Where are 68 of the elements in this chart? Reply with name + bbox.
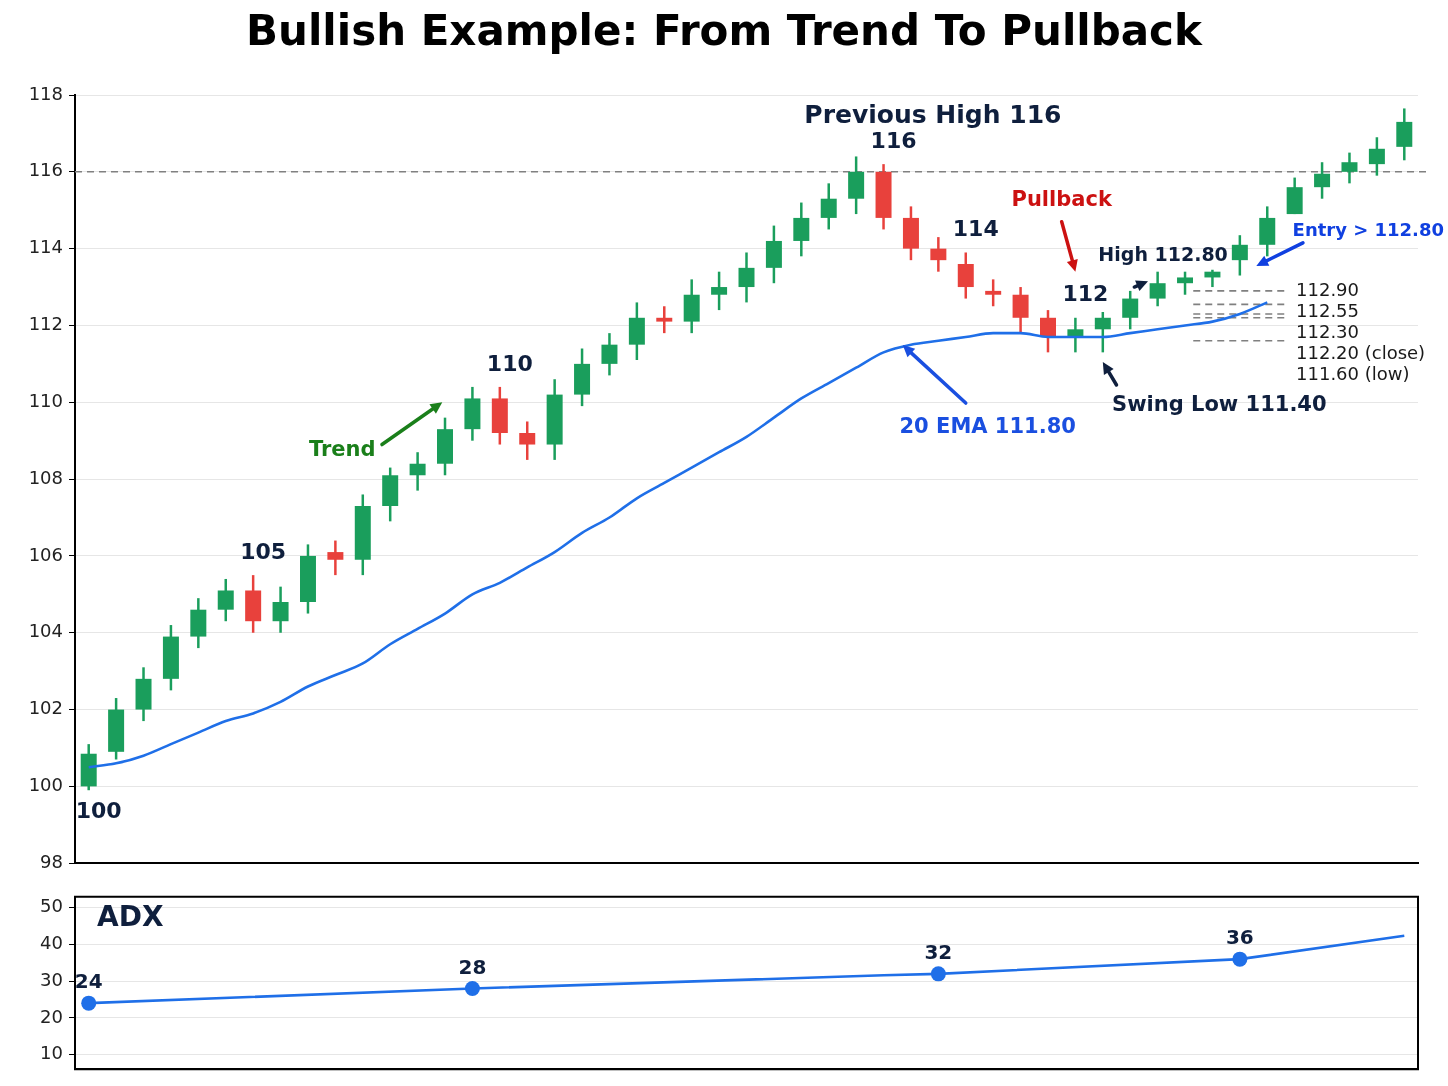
annotation: Trend [308,436,376,461]
annotation: Entry > 112.80 [1292,219,1444,241]
candlestick [327,539,344,577]
candlestick [1341,151,1358,185]
candlestick [1177,270,1194,296]
annotation: 20 EMA 111.80 [899,414,1076,439]
candlestick [656,305,673,335]
y-tick-label: 116 [28,159,63,181]
y-tick-label: 104 [28,620,63,642]
candlestick [601,331,618,377]
y-tick-label: 50 [40,895,63,917]
text: 116 [870,127,917,153]
point [464,981,480,996]
candlestick [1039,308,1056,354]
y-tick-label: 102 [28,697,63,719]
candlestick [1094,310,1111,354]
ref-line-label: 112.90 [1296,278,1360,300]
text: 114 [952,216,999,242]
y-tick-label: 114 [28,236,63,258]
data-label: 32 [924,940,953,965]
text: 100 [75,797,122,823]
point [81,995,97,1011]
candlestick [1231,233,1248,277]
candlestick [217,577,234,623]
candlestick [272,585,289,634]
y-tick-label: 30 [40,968,63,990]
point [930,966,946,982]
candlestick [519,420,536,462]
candlestick [1314,160,1331,200]
ref-line-label: 111.60 (low) [1296,362,1410,384]
candlestick [1122,289,1139,331]
candlestick [930,235,947,273]
y-tick-label: 106 [28,543,63,565]
annotation: Swing Low 111.40 [1112,391,1327,416]
candlestick [1368,136,1385,177]
candlestick [793,201,810,258]
y-tick-label: 110 [28,389,63,411]
y-tick-label: 118 [28,82,63,104]
annotation: High 112.80 [1098,243,1228,266]
y-tick-label: 40 [40,932,63,954]
y-tick-label: 20 [40,1005,63,1027]
candlestick [957,251,974,300]
candlestick [738,251,755,304]
y-tick-label: 100 [28,774,63,796]
data-label: 28 [458,954,487,979]
text: 112 [1062,281,1109,307]
y-tick-label: 98 [40,850,63,872]
point [1232,951,1248,967]
text: 105 [240,538,287,564]
candlestick [409,450,426,492]
ref-line-label: Previous High 116 [804,100,1062,130]
candlestick [1012,285,1029,335]
ref-line-label: 112.20 (close) [1296,341,1426,363]
data-label: 36 [1225,925,1254,950]
candlestick [985,278,1002,308]
candlestick [1067,316,1084,354]
y-tick-label: 10 [40,1042,63,1064]
chart-title: ADX [97,900,164,934]
y-tick-label: 112 [28,313,63,335]
data-label: 24 [74,969,103,994]
annotation: Pullback [1011,187,1113,212]
text: 110 [486,350,533,376]
chart-title: Bullish Example: From Trend To Pullback [245,6,1204,55]
candlestick [820,182,837,231]
ref-line-label: 112.30 [1296,320,1360,342]
ref-line-label: 112.55 [1296,299,1360,321]
y-tick-label: 108 [28,466,63,488]
candlestick [711,270,728,312]
